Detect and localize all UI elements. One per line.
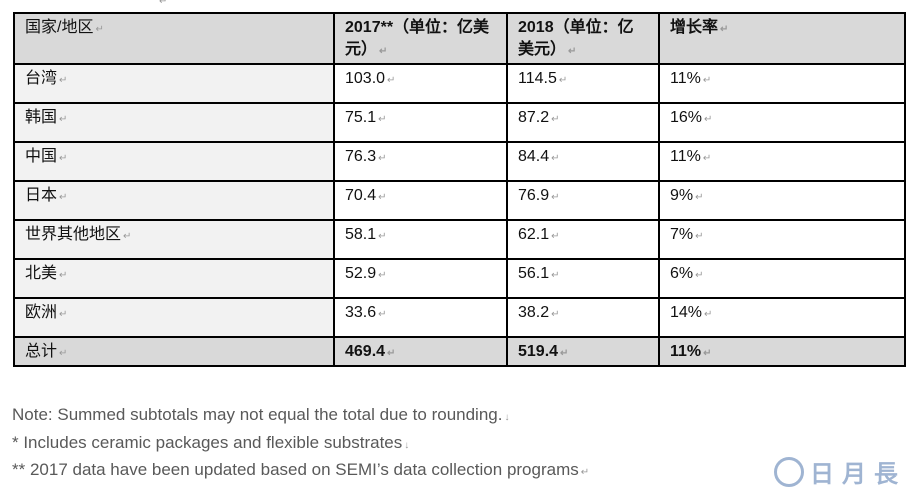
- cell-text: 11%: [670, 148, 701, 165]
- cell-text: 469.4: [345, 343, 386, 360]
- cell: 北美 ↵: [13, 258, 335, 299]
- header-row: 国家/地区 ↵ 2017**（单位：亿美元） ↵ 2018（单位：亿美元） ↵ 增长率 ↵: [13, 12, 906, 65]
- semiconductor-data-table: 国家/地区 ↵ 2017**（单位：亿美元） ↵ 2018（单位：亿美元） ↵ 增长率 ↵ 台湾…: [13, 12, 906, 367]
- cell-text: 2017**（单位：亿美元）: [345, 19, 490, 58]
- cell: 87.2 ↵: [506, 102, 660, 143]
- cell: 519.4 ↵: [506, 336, 660, 367]
- cell-text: 84.4: [518, 148, 550, 165]
- cell-text: 9%: [670, 187, 694, 204]
- note-ceramic: * Includes ceramic packages and flexible…: [12, 432, 410, 452]
- cell: 总计 ↵: [13, 336, 335, 367]
- cell: 国家/地区 ↵: [13, 12, 335, 65]
- cell: 76.3 ↵: [333, 141, 508, 182]
- cell: 中国 ↵: [13, 141, 335, 182]
- logo-text: 日月長: [810, 459, 906, 488]
- paragraph-mark: ↵: [159, 0, 168, 7]
- cell: 16% ↵: [658, 102, 906, 143]
- cell-text: 62.1: [518, 226, 550, 243]
- cell-text: 14%: [670, 304, 703, 321]
- cell: 70.4 ↵: [333, 180, 508, 221]
- table-row: 韩国 ↵ 75.1 ↵ 87.2 ↵ 16% ↵: [13, 102, 906, 143]
- cell: 增长率 ↵: [658, 12, 906, 65]
- cell-text: 70.4: [345, 187, 377, 204]
- cell: 33.6 ↵: [333, 297, 508, 338]
- cell-text: 2018（单位：亿美元）: [518, 19, 634, 58]
- cell-text: 国家/地区: [25, 19, 94, 36]
- cell: 韩国 ↵: [13, 102, 335, 143]
- cell: 6% ↵: [658, 258, 906, 299]
- cell-text: 114.5: [518, 70, 557, 87]
- cell: 75.1 ↵: [333, 102, 508, 143]
- total-row: 总计 ↵ 469.4 ↵ 519.4 ↵ 11% ↵: [13, 336, 906, 367]
- cell-text: 87.2: [518, 109, 550, 126]
- cell: 56.1 ↵: [506, 258, 660, 299]
- cell: 84.4 ↵: [506, 141, 660, 182]
- table-row: 日本 ↵ 70.4 ↵ 76.9 ↵ 9% ↵: [13, 180, 906, 221]
- cell-text: 北美: [25, 265, 58, 282]
- cell: 38.2 ↵: [506, 297, 660, 338]
- cell: 7% ↵: [658, 219, 906, 260]
- cell: 2018（单位：亿美元） ↵: [506, 12, 660, 65]
- note-rounding: Note: Summed subtotals may not equal the…: [12, 405, 510, 424]
- table-row: 台湾 ↵ 103.0 ↵ 114.5 ↵ 11% ↵: [13, 63, 906, 104]
- cell-text: 增长率: [670, 19, 719, 36]
- table-row: 中国 ↵ 76.3 ↵ 84.4 ↵ 11% ↵: [13, 141, 906, 182]
- cell-text: 总计: [25, 343, 58, 360]
- cell-text: 11%: [670, 343, 702, 360]
- cell: 世界其他地区 ↵: [13, 219, 335, 260]
- cell: 14% ↵: [658, 297, 906, 338]
- cell-text: 76.9: [518, 187, 550, 204]
- note-2017: ** 2017 data have been updated based on …: [12, 460, 590, 479]
- logo-icon: [774, 456, 804, 487]
- table-row: 世界其他地区 ↵ 58.1 ↵ 62.1 ↵ 7% ↵: [13, 219, 906, 260]
- cell: 台湾 ↵: [13, 63, 335, 104]
- cell: 62.1 ↵: [506, 219, 660, 260]
- cell-text: 58.1: [345, 226, 377, 243]
- cell: 58.1 ↵: [333, 219, 508, 260]
- cell-text: 欧洲: [25, 304, 58, 321]
- cell: 2017**（单位：亿美元） ↵: [333, 12, 508, 65]
- cell: 114.5 ↵: [506, 63, 660, 104]
- table-row: 北美 ↵ 52.9 ↵ 56.1 ↵ 6% ↵: [13, 258, 906, 299]
- cell: 469.4 ↵: [333, 336, 508, 367]
- cell-text: 103.0: [345, 70, 386, 87]
- notes: Note: Summed subtotals may not equal the…: [12, 403, 589, 486]
- watermark-logo: 日月長: [774, 454, 906, 489]
- cell-text: 519.4: [518, 343, 559, 360]
- cell-text: 33.6: [345, 304, 377, 321]
- cell: 11% ↵: [658, 141, 906, 182]
- cell-text: 日本: [25, 187, 58, 204]
- cell: 日本 ↵: [13, 180, 335, 221]
- cell: 11% ↵: [658, 63, 906, 104]
- cell-text: 11%: [670, 70, 701, 87]
- cell-text: 台湾: [25, 70, 58, 87]
- cell: 欧洲 ↵: [13, 297, 335, 338]
- cell-text: 75.1: [345, 109, 377, 126]
- cell: 76.9 ↵: [506, 180, 660, 221]
- table-row: 欧洲 ↵ 33.6 ↵ 38.2 ↵ 14% ↵: [13, 297, 906, 338]
- cell: 52.9 ↵: [333, 258, 508, 299]
- cell-text: 56.1: [518, 265, 550, 282]
- cell: 103.0 ↵: [333, 63, 508, 104]
- cell-text: 52.9: [345, 265, 377, 282]
- cell-text: 6%: [670, 265, 694, 282]
- cell-text: 韩国: [25, 109, 58, 126]
- cell-text: 中国: [25, 148, 58, 165]
- cell-text: 76.3: [345, 148, 377, 165]
- cell-text: 16%: [670, 109, 703, 126]
- cell: 11% ↵: [658, 336, 906, 367]
- cell-text: 7%: [670, 226, 694, 243]
- cell-text: 世界其他地区: [25, 226, 122, 243]
- cell: 9% ↵: [658, 180, 906, 221]
- cell-text: 38.2: [518, 304, 550, 321]
